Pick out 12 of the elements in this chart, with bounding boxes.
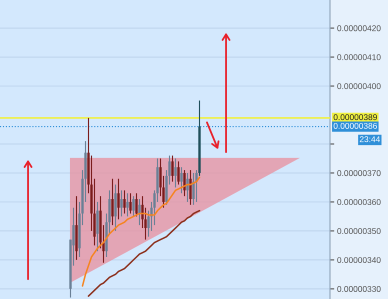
y-tick-label: 0.00000420	[337, 25, 381, 32]
y-tick-label: 0.00000370	[337, 170, 381, 176]
y-tick-label: 0.00000400	[337, 83, 381, 90]
y-tick-label: 0.00000360	[337, 199, 381, 206]
y-tick-label: 0.00000350	[337, 228, 381, 234]
ref-line-label: 0.00000386	[334, 122, 377, 129]
y-tick-label: 0.00000330	[337, 286, 381, 292]
line-series	[88, 210, 200, 297]
ref-line-label: 0.00000389	[334, 114, 377, 120]
text: 23:44	[360, 136, 380, 142]
y-tick-label: 0.00000410	[337, 54, 381, 60]
y-tick-label: 0.00000340	[337, 257, 381, 263]
